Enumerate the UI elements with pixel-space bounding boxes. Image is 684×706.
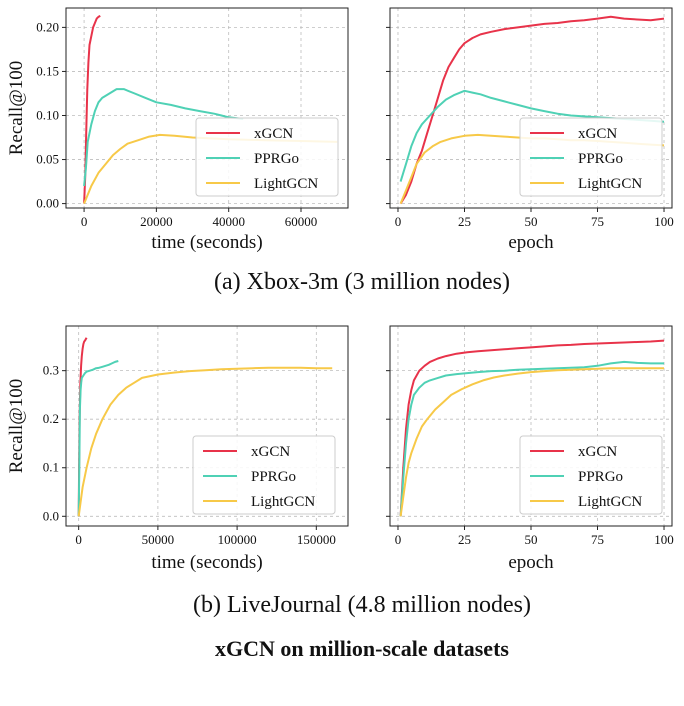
- x-axis-label: time (seconds): [151, 552, 262, 573]
- y-axis-label: Recall@100: [6, 379, 27, 474]
- panel-xbox-epoch: 0 25 50 75 100 epoch xGCN PPRGo LightGCN: [386, 7, 674, 253]
- legend-label-xgcn: xGCN: [578, 444, 617, 460]
- x-tick-label: 150000: [297, 532, 336, 547]
- x-tick-label: 50000: [142, 532, 175, 547]
- y-tick-label: 0.00: [36, 196, 59, 211]
- x-tick-label: 100: [654, 214, 674, 229]
- legend-label-pprgo: PPRGo: [578, 469, 623, 485]
- series-group: [399, 339, 665, 517]
- x-tick-label: 50: [525, 532, 538, 547]
- x-tick-label: 40000: [212, 214, 245, 229]
- legend: xGCN PPRGo LightGCN: [195, 117, 339, 197]
- y-tick-label: 0.15: [36, 63, 59, 78]
- y-tick-label: 0.10: [36, 107, 59, 122]
- y-tick-label: 0.2: [43, 411, 59, 426]
- series-line-lightgcn: [399, 367, 664, 517]
- x-tick-label: 100: [654, 532, 674, 547]
- panel-xbox-time: 0 20000 40000 60000 0.00 0.05 0.10 0.15 0.20 time…: [6, 7, 349, 253]
- panel-livejournal-epoch: 0 25 50 75 100 epoch xGCN PPRGo LightGCN: [386, 325, 674, 573]
- plot-frame: [65, 325, 349, 527]
- legend-box: [192, 435, 336, 515]
- legend-label-lightgcn: LightGCN: [578, 176, 642, 192]
- x-tick-label: 20000: [140, 214, 173, 229]
- legend-label-xgcn: xGCN: [251, 444, 290, 460]
- legend-label-pprgo: PPRGo: [254, 151, 299, 167]
- x-tick-label: 75: [591, 532, 604, 547]
- legend: xGCN PPRGo LightGCN: [192, 435, 336, 515]
- panel-livejournal-time: 0 50000 100000 150000 0.0 0.1 0.2 0.3 time (seco…: [6, 325, 349, 573]
- legend-box: [519, 435, 663, 515]
- series-line-pprgo: [399, 360, 664, 517]
- x-tick-label: 60000: [285, 214, 318, 229]
- series-line-xgcn: [399, 339, 665, 517]
- x-tick-label: 25: [458, 532, 471, 547]
- x-tick-label: 75: [591, 214, 604, 229]
- series-line-lightgcn: [77, 366, 333, 517]
- x-tick-label: 50: [525, 214, 538, 229]
- series-line-xgcn: [399, 15, 665, 205]
- y-tick-label: 0.20: [36, 19, 59, 34]
- legend-box: [519, 117, 663, 197]
- series-line-pprgo: [77, 360, 119, 517]
- x-axis-label: epoch: [508, 232, 554, 253]
- x-tick-label: 0: [75, 532, 82, 547]
- x-tick-label: 0: [81, 214, 88, 229]
- caption-a: (a) Xbox-3m (3 million nodes): [214, 269, 510, 295]
- x-axis-label: epoch: [508, 552, 554, 573]
- legend-label-pprgo: PPRGo: [578, 151, 623, 167]
- y-axis-label: Recall@100: [6, 61, 27, 156]
- legend-label-xgcn: xGCN: [254, 126, 293, 142]
- series-group: [77, 337, 333, 517]
- legend-label-pprgo: PPRGo: [251, 469, 296, 485]
- y-tick-label: 0.05: [36, 152, 59, 167]
- x-tick-label: 0: [395, 214, 402, 229]
- legend-label-lightgcn: LightGCN: [254, 176, 318, 192]
- y-tick-label: 0.1: [43, 460, 59, 475]
- y-tick-label: 0.3: [43, 363, 59, 378]
- legend: xGCN PPRGo LightGCN: [519, 435, 663, 515]
- legend-box: [195, 117, 339, 197]
- plot-frame: [65, 7, 349, 209]
- series-line-pprgo: [83, 88, 244, 187]
- legend-label-lightgcn: LightGCN: [251, 494, 315, 510]
- legend: xGCN PPRGo LightGCN: [519, 117, 663, 197]
- legend-label-lightgcn: LightGCN: [578, 494, 642, 510]
- series-line-xgcn: [83, 15, 101, 204]
- x-tick-label: 0: [395, 532, 402, 547]
- y-tick-label: 0.0: [43, 508, 59, 523]
- x-axis-label: time (seconds): [151, 232, 262, 253]
- legend-label-xgcn: xGCN: [578, 126, 617, 142]
- x-tick-label: 100000: [218, 532, 257, 547]
- x-tick-label: 25: [458, 214, 471, 229]
- figure-title: xGCN on million-scale datasets: [215, 636, 509, 661]
- caption-b: (b) LiveJournal (4.8 million nodes): [193, 592, 531, 618]
